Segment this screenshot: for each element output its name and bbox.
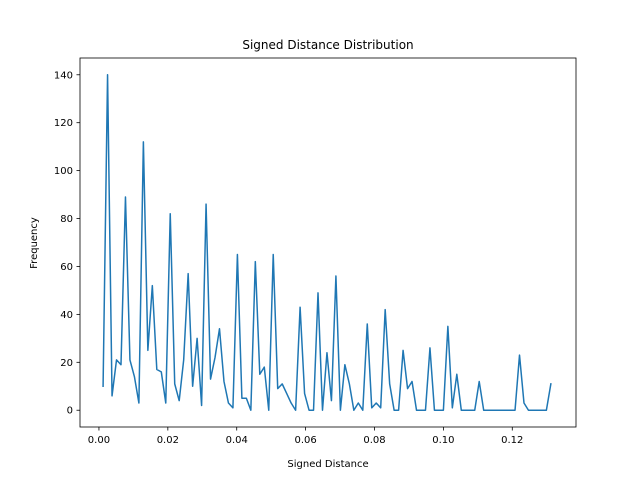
x-tick-label: 0.04	[226, 435, 248, 446]
x-tick-label: 0.02	[157, 435, 179, 446]
x-tick-label: 0.12	[501, 435, 523, 446]
y-tick-label: 40	[60, 310, 73, 321]
x-tick-label: 0.06	[294, 435, 316, 446]
series-line-0	[102, 74, 552, 411]
x-axis-label: Signed Distance	[287, 459, 368, 470]
y-tick-label: 20	[60, 358, 73, 369]
y-tick-label: 0	[67, 406, 73, 417]
y-tick-label: 140	[54, 70, 73, 81]
chart-title: Signed Distance Distribution	[242, 38, 413, 52]
x-tick-label: 0.10	[432, 435, 454, 446]
y-tick-label: 60	[60, 262, 73, 273]
axes: 0.00 0.02 0.04 0.06 0.08 0.10 0.12 0 20 40 60 80 100…	[54, 57, 577, 446]
y-tick-label: 100	[54, 166, 73, 177]
y-tick-label: 120	[54, 118, 73, 129]
x-tick-label: 0.08	[363, 435, 385, 446]
plot-area	[102, 74, 552, 411]
y-axis-label: Frequency	[29, 217, 40, 269]
axes-frame	[79, 57, 577, 428]
x-tick-label: 0.00	[88, 435, 110, 446]
y-tick-label: 80	[60, 214, 73, 225]
